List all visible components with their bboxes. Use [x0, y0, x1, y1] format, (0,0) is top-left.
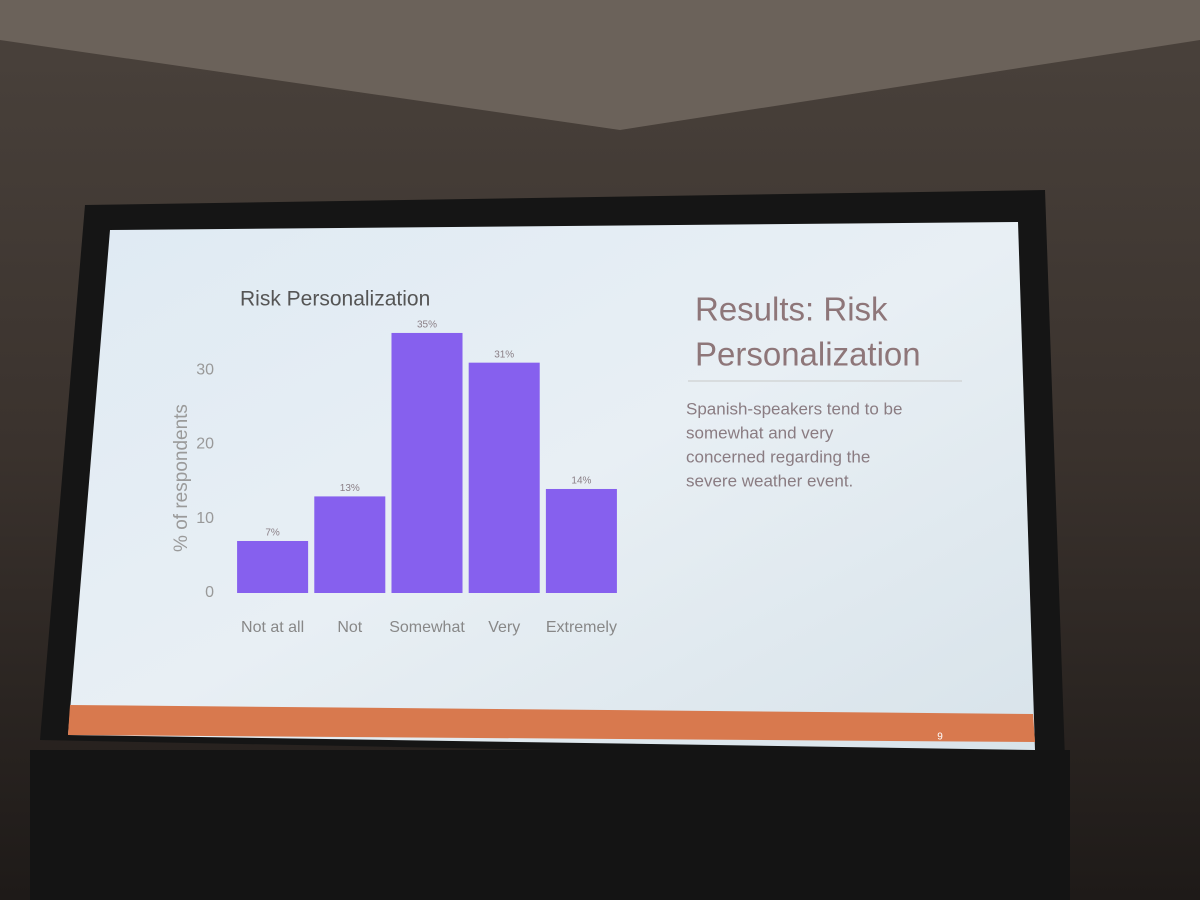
- ceiling: [0, 0, 1200, 130]
- y-tick-label: 20: [196, 436, 214, 453]
- value-label: 31%: [494, 349, 514, 360]
- value-label: 35%: [417, 320, 437, 331]
- body-line: concerned regarding the: [686, 447, 870, 466]
- x-tick-label: Not at all: [241, 619, 304, 636]
- page-number: 9: [937, 732, 943, 743]
- y-tick-label: 30: [196, 361, 214, 378]
- y-tick-label: 0: [205, 584, 214, 601]
- heading-line: Results: Risk: [695, 291, 888, 328]
- slide: [68, 222, 1035, 750]
- x-tick-label: Somewhat: [389, 619, 465, 636]
- footer-bar: [68, 705, 1035, 742]
- chart-title: Risk Personalization: [240, 288, 430, 311]
- value-label: 13%: [340, 483, 360, 494]
- body-line: somewhat and very: [686, 423, 834, 442]
- heading: Results: Risk Personalization: [695, 291, 921, 373]
- bar: [545, 488, 617, 593]
- stage-skirt: [30, 750, 1070, 900]
- bar: [391, 332, 463, 593]
- x-tick-label: Very: [488, 619, 520, 636]
- body-line: severe weather event.: [686, 471, 853, 490]
- bar: [468, 362, 540, 593]
- value-label: 7%: [265, 528, 280, 539]
- value-label: 14%: [571, 476, 591, 487]
- y-axis-label: % of respondents: [171, 404, 192, 552]
- body-line: Spanish-speakers tend to be: [686, 399, 902, 418]
- bar: [314, 496, 386, 593]
- x-tick-label: Not: [337, 619, 362, 636]
- heading-line: Personalization: [695, 336, 921, 373]
- x-tick-label: Extremely: [546, 619, 617, 636]
- y-tick-label: 10: [196, 510, 214, 527]
- bar: [237, 540, 309, 593]
- body-text: Spanish-speakers tend to be somewhat and …: [686, 399, 902, 490]
